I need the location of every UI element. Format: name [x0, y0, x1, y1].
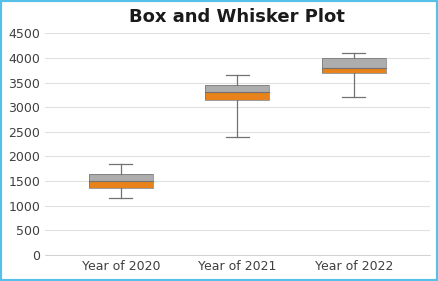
Bar — [205, 92, 269, 100]
Bar — [322, 68, 386, 73]
Bar — [205, 85, 269, 92]
Title: Box and Whisker Plot: Box and Whisker Plot — [130, 8, 345, 26]
Bar — [322, 58, 386, 68]
Bar — [89, 174, 153, 181]
Bar — [89, 181, 153, 188]
